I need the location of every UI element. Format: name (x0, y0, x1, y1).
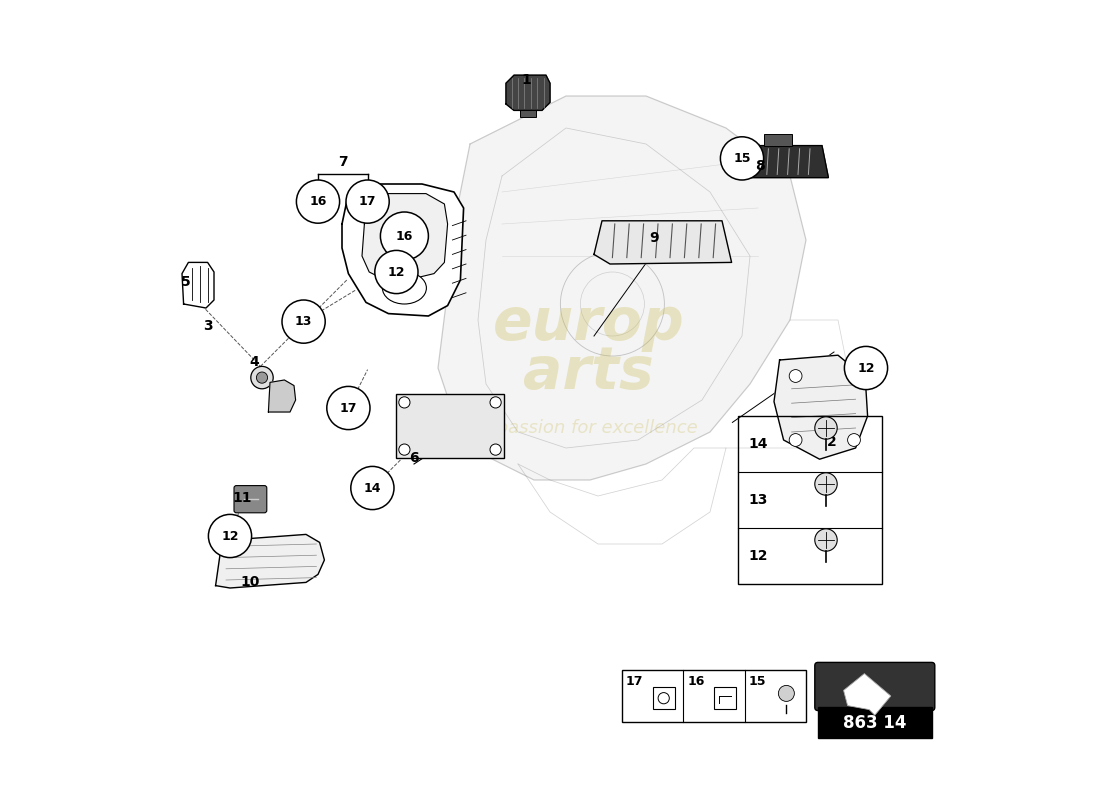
Circle shape (351, 466, 394, 510)
Text: a passion for excellence: a passion for excellence (480, 419, 697, 437)
Polygon shape (506, 75, 550, 110)
Text: 3: 3 (202, 319, 212, 334)
Circle shape (296, 180, 340, 223)
FancyBboxPatch shape (652, 687, 675, 710)
Polygon shape (774, 355, 868, 459)
Text: 1: 1 (521, 73, 531, 87)
Circle shape (490, 444, 502, 455)
Text: 16: 16 (396, 230, 414, 242)
Circle shape (815, 529, 837, 551)
Circle shape (256, 372, 267, 383)
FancyBboxPatch shape (818, 707, 932, 738)
Text: 14: 14 (364, 482, 382, 494)
Polygon shape (362, 194, 448, 278)
FancyBboxPatch shape (714, 687, 736, 710)
Circle shape (845, 346, 888, 390)
Circle shape (848, 370, 860, 382)
Polygon shape (594, 221, 732, 264)
Text: 13: 13 (748, 493, 768, 507)
Text: 16: 16 (688, 674, 705, 687)
Text: 15: 15 (749, 674, 767, 687)
Text: 12: 12 (857, 362, 874, 374)
Ellipse shape (383, 272, 427, 304)
Circle shape (720, 137, 763, 180)
Circle shape (381, 212, 428, 260)
Polygon shape (438, 96, 806, 480)
Polygon shape (342, 184, 463, 316)
FancyBboxPatch shape (763, 134, 792, 146)
Text: 9: 9 (649, 231, 659, 246)
Circle shape (848, 434, 860, 446)
Circle shape (208, 514, 252, 558)
Text: 8: 8 (756, 159, 766, 174)
Polygon shape (734, 146, 828, 178)
Circle shape (251, 366, 273, 389)
Text: 11: 11 (232, 490, 252, 505)
Text: 15: 15 (734, 152, 750, 165)
Circle shape (327, 386, 370, 430)
Text: 5: 5 (182, 274, 191, 289)
Text: 17: 17 (359, 195, 376, 208)
Text: 14: 14 (748, 437, 768, 451)
Polygon shape (844, 674, 891, 715)
Text: arts: arts (522, 343, 653, 401)
Polygon shape (216, 534, 324, 588)
Text: europ: europ (493, 295, 684, 353)
FancyBboxPatch shape (396, 394, 504, 458)
Text: 12: 12 (221, 530, 239, 542)
Text: 6: 6 (409, 450, 419, 465)
Text: 4: 4 (249, 354, 258, 369)
Polygon shape (519, 110, 536, 117)
Circle shape (490, 397, 502, 408)
Text: 863 14: 863 14 (843, 714, 906, 732)
Text: 16: 16 (309, 195, 327, 208)
Circle shape (815, 473, 837, 495)
Circle shape (399, 444, 410, 455)
Circle shape (789, 434, 802, 446)
Polygon shape (182, 262, 214, 308)
Circle shape (346, 180, 389, 223)
Text: 17: 17 (340, 402, 358, 414)
Text: 10: 10 (240, 575, 260, 590)
Text: 12: 12 (387, 266, 405, 278)
Circle shape (815, 417, 837, 439)
FancyBboxPatch shape (234, 486, 267, 513)
Polygon shape (268, 380, 296, 412)
Text: 2: 2 (827, 434, 836, 449)
Circle shape (375, 250, 418, 294)
Text: 7: 7 (338, 154, 348, 169)
Text: 17: 17 (626, 674, 644, 687)
FancyBboxPatch shape (815, 662, 935, 710)
Circle shape (282, 300, 326, 343)
Text: 13: 13 (295, 315, 312, 328)
Circle shape (399, 397, 410, 408)
Text: 12: 12 (748, 549, 768, 563)
Circle shape (789, 370, 802, 382)
Circle shape (779, 686, 794, 702)
